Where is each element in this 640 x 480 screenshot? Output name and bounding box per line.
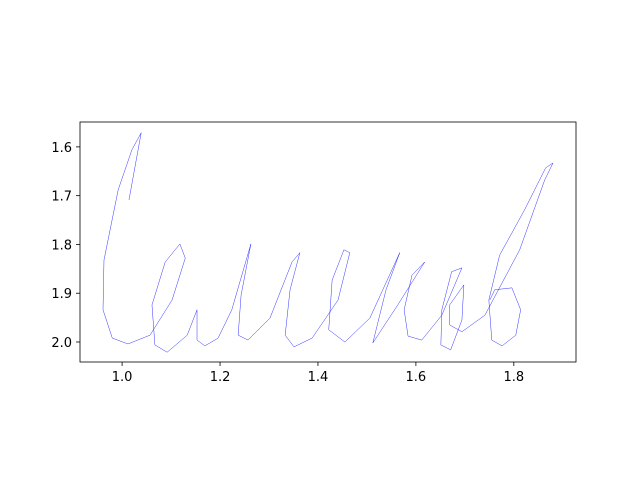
line — [102, 132, 554, 353]
x-tick-label: 1.0 — [112, 370, 133, 385]
y-tick-label: 1.8 — [51, 238, 72, 253]
axes-frame — [79, 121, 577, 363]
y-tick-label: 1.6 — [51, 141, 72, 156]
x-tick-label: 1.2 — [210, 370, 231, 385]
y-tick-label: 1.9 — [51, 287, 72, 302]
y-tick-label: 1.7 — [51, 190, 72, 205]
x-tick-label: 1.6 — [406, 370, 427, 385]
x-tick-label: 1.4 — [308, 370, 329, 385]
x-tick-label: 1.8 — [503, 370, 524, 385]
y-tick-label: 2.0 — [51, 336, 72, 351]
